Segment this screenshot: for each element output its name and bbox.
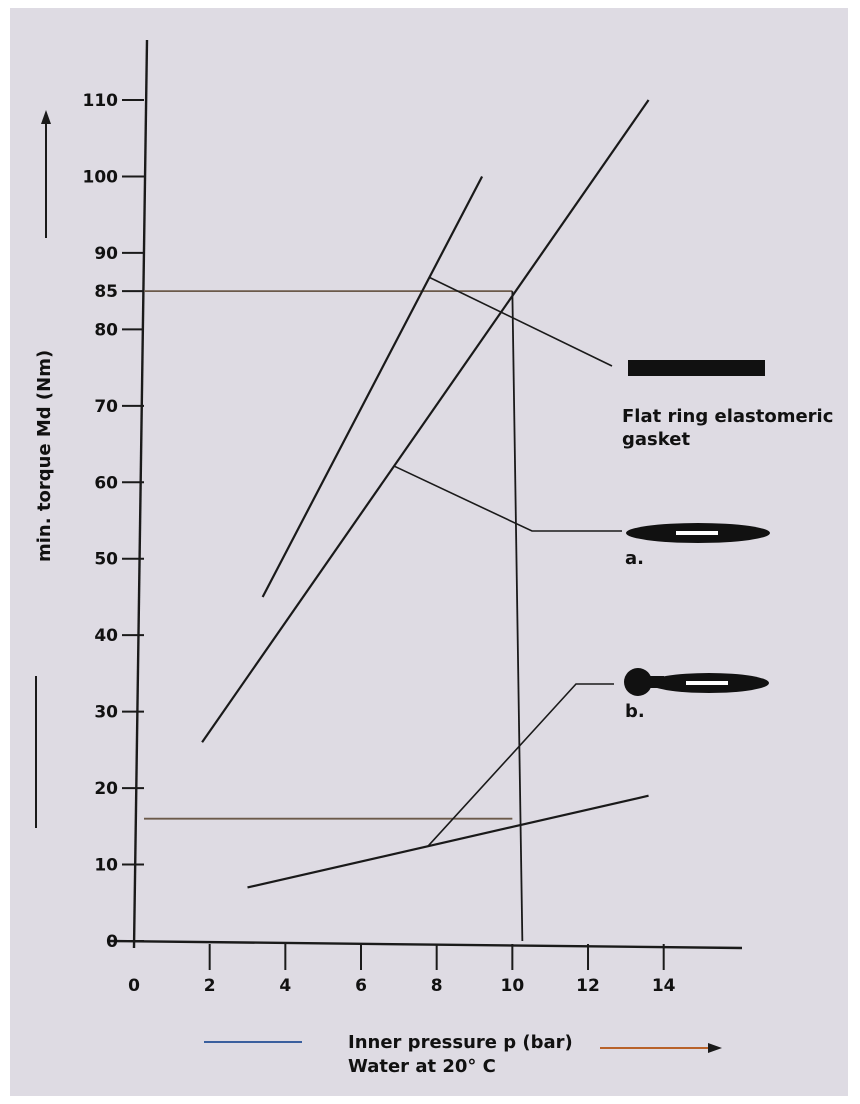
x-tick-label: 4 bbox=[279, 976, 291, 996]
y-tick-label: 110 bbox=[83, 91, 119, 111]
gasket-profile-b-icon bbox=[624, 668, 769, 696]
x-direction-arrow bbox=[600, 1043, 722, 1053]
x-tick-label: 8 bbox=[431, 976, 443, 996]
series-line-b bbox=[247, 794, 649, 889]
series-lines bbox=[201, 99, 650, 889]
y-ticks: 0 10 20 30 40 50 60 70 80 85 90 100 110 bbox=[83, 91, 144, 952]
y-axis-title: min. torque Md (Nm) bbox=[34, 350, 55, 562]
y-tick-label: 50 bbox=[94, 550, 118, 570]
y-tick-label: 30 bbox=[94, 703, 118, 723]
x-ticks: 0 2 4 6 8 10 12 14 bbox=[128, 944, 676, 996]
x-axis-title-line1: Inner pressure p (bar) bbox=[348, 1032, 573, 1053]
x-tick-label: 14 bbox=[652, 976, 676, 996]
leader-b bbox=[427, 683, 614, 847]
gasket-profile-a-icon bbox=[626, 523, 770, 543]
y-axis bbox=[132, 39, 149, 949]
y-tick-label: 70 bbox=[94, 397, 118, 417]
x-tick-label: 0 bbox=[128, 976, 140, 996]
legend-leader-lines bbox=[393, 276, 622, 847]
legend-a-label: a. bbox=[625, 548, 644, 569]
x-tick-label: 12 bbox=[576, 976, 600, 996]
flat-ring-gasket-icon bbox=[628, 360, 765, 376]
y-tick-label: 80 bbox=[94, 320, 118, 340]
leader-a bbox=[393, 465, 622, 532]
x-tick-label: 6 bbox=[355, 976, 367, 996]
x-tick-label: 10 bbox=[501, 976, 525, 996]
x-tick-label: 2 bbox=[204, 976, 216, 996]
legend-b-label: b. bbox=[625, 701, 645, 722]
reference-line-refx10 bbox=[511, 291, 524, 942]
y-tick-label: 10 bbox=[94, 856, 118, 876]
y-tick-label: 20 bbox=[94, 779, 118, 799]
x-axis bbox=[107, 939, 743, 950]
y-direction-arrow bbox=[41, 110, 51, 238]
leader-flat bbox=[429, 276, 613, 367]
series-line-a bbox=[201, 99, 650, 743]
legend-flat-line1: Flat ring elastomeric bbox=[622, 406, 833, 427]
y-tick-label: 60 bbox=[94, 473, 118, 493]
y-tick-label: 85 bbox=[94, 282, 118, 302]
y-tick-label: 40 bbox=[94, 626, 118, 646]
legend-flat-line2: gasket bbox=[622, 429, 690, 450]
y-tick-label: 0 bbox=[106, 932, 118, 952]
series-line-flat bbox=[261, 175, 484, 598]
y-tick-label: 90 bbox=[94, 244, 118, 264]
x-axis-title-line2: Water at 20° C bbox=[348, 1056, 496, 1077]
chart-page: 0 10 20 30 40 50 60 70 80 85 90 100 110 0 2 4 6 8 10 12 14 … bbox=[10, 8, 848, 1096]
reference-lines bbox=[144, 290, 524, 942]
y-tick-label: 100 bbox=[83, 167, 119, 187]
